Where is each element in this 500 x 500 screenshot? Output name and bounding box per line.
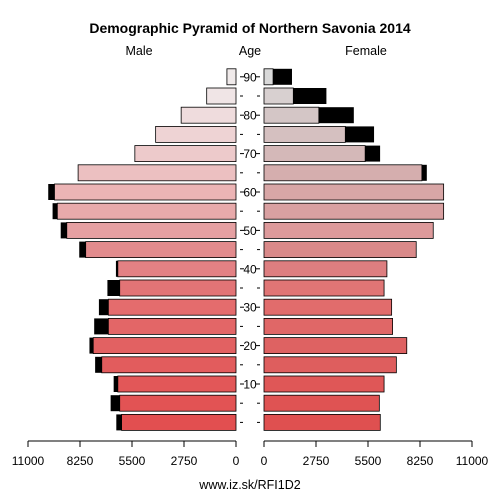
female-bar-55-59 — [263, 202, 445, 220]
age-header: Age — [239, 44, 261, 58]
female-bar-30-34 — [263, 298, 393, 316]
age-tick-label: 70 — [243, 147, 257, 161]
female-bar-10-14 — [263, 375, 385, 393]
female-bar-5-9 — [263, 394, 380, 412]
female-header: Female — [345, 44, 387, 58]
male-bar-80-84 — [180, 106, 237, 124]
male-bar-30-34 — [107, 298, 237, 316]
chart-title: Demographic Pyramid of Northern Savonia … — [89, 20, 411, 36]
female-bar-0-4 — [263, 413, 381, 431]
source-label: www.iz.sk/RFI1D2 — [198, 478, 300, 492]
male-bar-5-9 — [119, 394, 237, 412]
male-bar-60-64 — [54, 183, 237, 201]
x-tick-label-left: 11000 — [12, 454, 45, 468]
female-bar-15-19 — [263, 356, 397, 374]
plot-area: 11000 8250 5500 2750 0 0 2750 5500 8250 11000 10 20… — [12, 68, 489, 468]
female-bar-70-74 — [263, 145, 366, 163]
female-bar-85-89 — [263, 87, 294, 105]
female-bar-90+ — [263, 68, 274, 86]
x-tick-label-left: 5500 — [119, 454, 146, 468]
female-bar-20-24 — [263, 337, 408, 355]
x-tick-label-right: 2750 — [303, 454, 330, 468]
female-bar-80-84 — [263, 106, 320, 124]
age-tick-label: 10 — [243, 378, 257, 392]
x-tick-label-left: 8250 — [67, 454, 94, 468]
male-bar-0-4 — [121, 413, 237, 431]
age-tick-label: 90 — [243, 70, 257, 84]
female-bar-40-44 — [263, 260, 388, 278]
male-bar-20-24 — [92, 337, 237, 355]
male-bar-10-14 — [117, 375, 237, 393]
x-tick-label-right: 11000 — [456, 454, 489, 468]
male-bar-50-54 — [66, 221, 237, 239]
male-bar-65-69 — [77, 164, 237, 182]
age-tick-label: 40 — [243, 262, 257, 276]
age-tick-label: 30 — [243, 301, 257, 315]
male-bar-45-49 — [85, 241, 237, 259]
male-bar-55-59 — [56, 202, 237, 220]
male-bar-40-44 — [117, 260, 237, 278]
age-tick-label: 60 — [243, 186, 257, 200]
female-bar-35-39 — [263, 279, 385, 297]
x-tick-label-right: 0 — [261, 454, 268, 468]
male-bar-70-74 — [134, 145, 237, 163]
female-bar-60-64 — [263, 183, 445, 201]
male-bar-25-29 — [107, 317, 237, 335]
male-bar-90+ — [226, 68, 237, 86]
female-bar-50-54 — [263, 221, 434, 239]
female-bar-75-79 — [263, 126, 346, 143]
age-tick-label: 80 — [243, 109, 257, 123]
x-tick-label-right: 8250 — [407, 454, 434, 468]
female-bar-25-29 — [263, 317, 393, 335]
female-bar-65-69 — [263, 164, 423, 182]
male-header: Male — [125, 44, 152, 58]
male-bar-15-19 — [101, 356, 237, 374]
x-tick-label-right: 5500 — [355, 454, 382, 468]
male-bar-75-79 — [155, 126, 237, 143]
male-bar-85-89 — [206, 87, 237, 105]
x-tick-label-left: 2750 — [171, 454, 198, 468]
x-tick-label-left: 0 — [233, 454, 240, 468]
female-bar-45-49 — [263, 241, 417, 259]
male-bar-35-39 — [119, 279, 237, 297]
age-tick-label: 50 — [243, 224, 257, 238]
age-tick-label: 20 — [243, 339, 257, 353]
